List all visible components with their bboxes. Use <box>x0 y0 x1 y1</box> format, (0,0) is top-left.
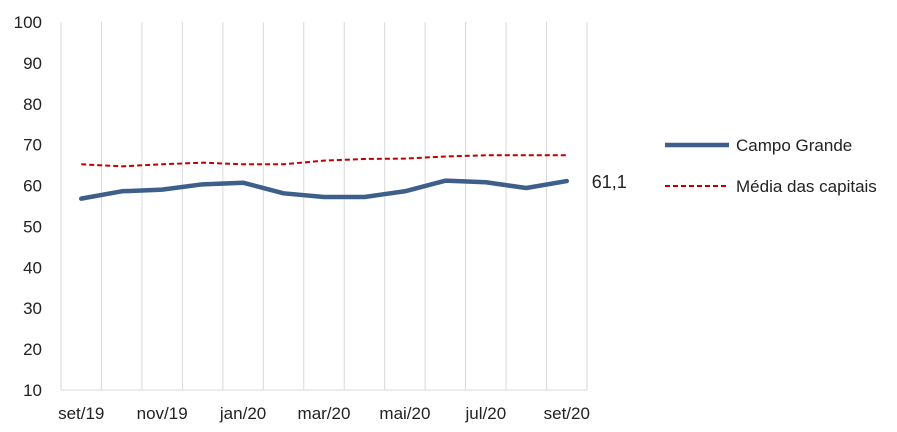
y-tick-label: 10 <box>23 381 42 400</box>
legend: Campo Grande Média das capitais <box>665 136 877 196</box>
y-tick-label: 90 <box>23 54 42 73</box>
y-tick-label: 40 <box>23 258 42 277</box>
y-tick-label: 30 <box>23 299 42 318</box>
x-tick-label: nov/19 <box>137 404 188 423</box>
y-tick-label: 80 <box>23 95 42 114</box>
series-line-media-capitais <box>81 154 567 168</box>
x-tick-label: mar/20 <box>298 404 351 423</box>
x-tick-label: mai/20 <box>379 404 430 423</box>
y-tick-label: 100 <box>14 13 42 32</box>
y-tick-label: 20 <box>23 340 42 359</box>
x-tick-label: jul/20 <box>465 404 507 423</box>
legend-label: Campo Grande <box>736 136 852 155</box>
y-axis: 10 20 30 40 50 60 70 80 90 100 <box>14 13 42 400</box>
x-tick-label: set/19 <box>58 404 104 423</box>
legend-label: Média das capitais <box>736 177 877 196</box>
series-line-campo-grande <box>78 178 570 201</box>
series-lines <box>78 154 570 201</box>
y-tick-label: 60 <box>23 177 42 196</box>
x-tick-label: set/20 <box>544 404 590 423</box>
x-axis: set/19 nov/19 jan/20 mar/20 mai/20 jul/20 set/… <box>58 404 590 423</box>
grid-lines <box>60 22 588 391</box>
x-tick-label: jan/20 <box>219 404 266 423</box>
data-labels: 61,1 <box>592 172 627 192</box>
y-tick-label: 70 <box>23 136 42 155</box>
y-tick-label: 50 <box>23 217 42 236</box>
end-value-label: 61,1 <box>592 172 627 192</box>
